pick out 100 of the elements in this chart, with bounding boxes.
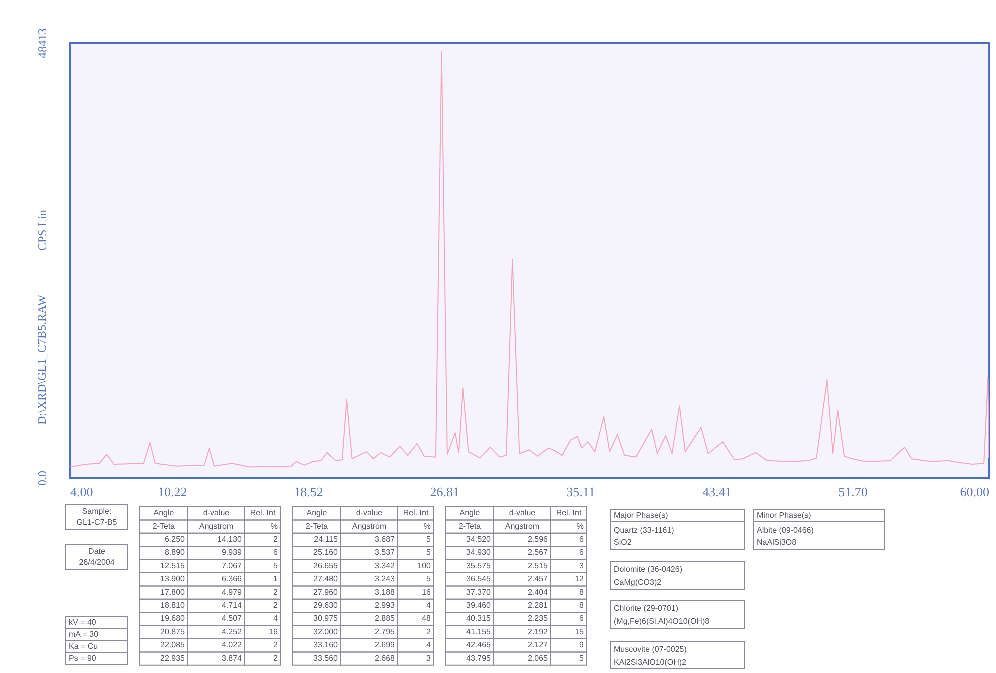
text: D:\XRD\GL1_C7B5.RAW xyxy=(35,294,49,426)
text: 42.465 xyxy=(466,640,492,650)
text: 4.507 xyxy=(222,614,243,624)
text: 6 xyxy=(580,535,585,544)
text: 33.160 xyxy=(314,640,339,650)
text: 2.127 xyxy=(528,640,549,650)
text: Albite (09-0466) xyxy=(757,526,814,535)
text: % xyxy=(270,522,278,531)
text: 2 xyxy=(274,588,279,597)
text: 4.714 xyxy=(222,601,243,610)
x-tick-label: 26.81 xyxy=(430,484,460,500)
text: 2.699 xyxy=(374,640,396,650)
text: Sample: xyxy=(82,507,112,516)
text: 33.560 xyxy=(314,654,339,663)
text: 2.567 xyxy=(528,548,549,558)
text: 6 xyxy=(274,548,279,558)
text: 8 xyxy=(580,601,585,610)
text: % xyxy=(576,522,584,531)
y-axis-title: CPS Lin xyxy=(36,210,50,252)
x-tick-label: 18.52 xyxy=(294,484,324,500)
text: 100 xyxy=(418,561,432,570)
text: 34.520 xyxy=(466,535,492,544)
text: 2.795 xyxy=(374,627,396,636)
text: 36.545 xyxy=(466,574,492,584)
text: Rel. Int xyxy=(556,508,582,518)
text: 2.404 xyxy=(528,588,549,597)
text: Quartz (33-1161) xyxy=(614,526,675,535)
text: 3.874 xyxy=(222,654,243,663)
text: 2 xyxy=(274,601,279,610)
text: 16 xyxy=(422,588,432,597)
text: mA = 30 xyxy=(69,630,100,639)
y-tick-label: 48413 xyxy=(36,28,50,58)
text: 40.315 xyxy=(466,614,492,624)
text: 2 xyxy=(426,627,432,636)
text: 5 xyxy=(274,561,279,570)
text: 39.460 xyxy=(466,601,492,610)
text: 2 xyxy=(274,640,279,650)
text: 8.890 xyxy=(164,548,186,558)
text: 4 xyxy=(274,614,279,624)
text: 2.885 xyxy=(374,614,396,624)
text: d-value xyxy=(509,508,536,518)
text: 3.188 xyxy=(374,588,396,597)
text: 4 xyxy=(426,601,432,610)
text: Angle xyxy=(154,508,175,518)
text: 6.250 xyxy=(164,535,186,544)
text: CaMg(CO3)2 xyxy=(614,578,662,587)
text: 2-Teta xyxy=(306,522,329,531)
text: 2.457 xyxy=(528,574,549,584)
text: 34.930 xyxy=(466,548,492,558)
text: Date xyxy=(88,547,106,556)
text: (Mg,Fe)6(Si,Al)4O10(OH)8 xyxy=(614,617,710,626)
text: 9 xyxy=(580,640,585,650)
text: 22.935 xyxy=(160,654,186,663)
text: 8 xyxy=(580,588,585,597)
text: Chlorite (29-0701) xyxy=(614,604,679,613)
text: GL1-C7-B5 xyxy=(76,518,118,527)
text: Angstrom xyxy=(352,522,387,531)
text: 5 xyxy=(580,654,585,663)
text: Angle xyxy=(306,508,328,518)
text: 18.810 xyxy=(160,601,186,610)
text: 27.960 xyxy=(314,588,339,597)
text: 43.795 xyxy=(466,654,492,663)
text: 4.252 xyxy=(222,627,243,636)
text: 3 xyxy=(580,561,585,570)
text: 3 xyxy=(426,654,432,663)
text: 3.342 xyxy=(374,561,396,570)
x-tick-label: 4.00 xyxy=(70,484,94,500)
text: 6.366 xyxy=(222,574,243,584)
text: 2.281 xyxy=(528,601,549,610)
text: NaAlSi3O8 xyxy=(757,538,798,547)
text: d-value xyxy=(356,508,384,518)
text: 29.630 xyxy=(314,601,339,610)
text: Angstrom xyxy=(199,522,234,531)
text: 15 xyxy=(575,627,585,636)
x-tick-label: 51.70 xyxy=(838,484,868,500)
text: 13.900 xyxy=(160,574,186,584)
text: 1 xyxy=(274,574,279,584)
text: 2.235 xyxy=(528,614,549,624)
text: 12.515 xyxy=(160,561,186,570)
text: SiO2 xyxy=(614,538,632,547)
text: 3.687 xyxy=(374,535,396,544)
text: 17.800 xyxy=(160,588,186,597)
text: Ps = 90 xyxy=(69,654,97,663)
text: 16 xyxy=(269,627,279,636)
text: Major Phase(s) xyxy=(614,511,669,520)
text: 6 xyxy=(580,548,585,558)
x-tick-label: 35.11 xyxy=(566,484,596,500)
text: 2.515 xyxy=(528,561,549,570)
text: 27.480 xyxy=(314,574,339,584)
text: 2.192 xyxy=(528,627,549,636)
text: 4.979 xyxy=(222,588,243,597)
text: Minor Phase(s) xyxy=(757,511,812,520)
y-tick-label: 0.0 xyxy=(36,471,50,486)
text: % xyxy=(424,522,431,531)
text: 2-Teta xyxy=(458,522,482,531)
text: 32.000 xyxy=(314,627,339,636)
text: 26/4/2004 xyxy=(79,558,116,567)
text: Rel. Int xyxy=(403,508,430,518)
text: 4.022 xyxy=(222,640,243,650)
text: 24.115 xyxy=(314,535,339,544)
